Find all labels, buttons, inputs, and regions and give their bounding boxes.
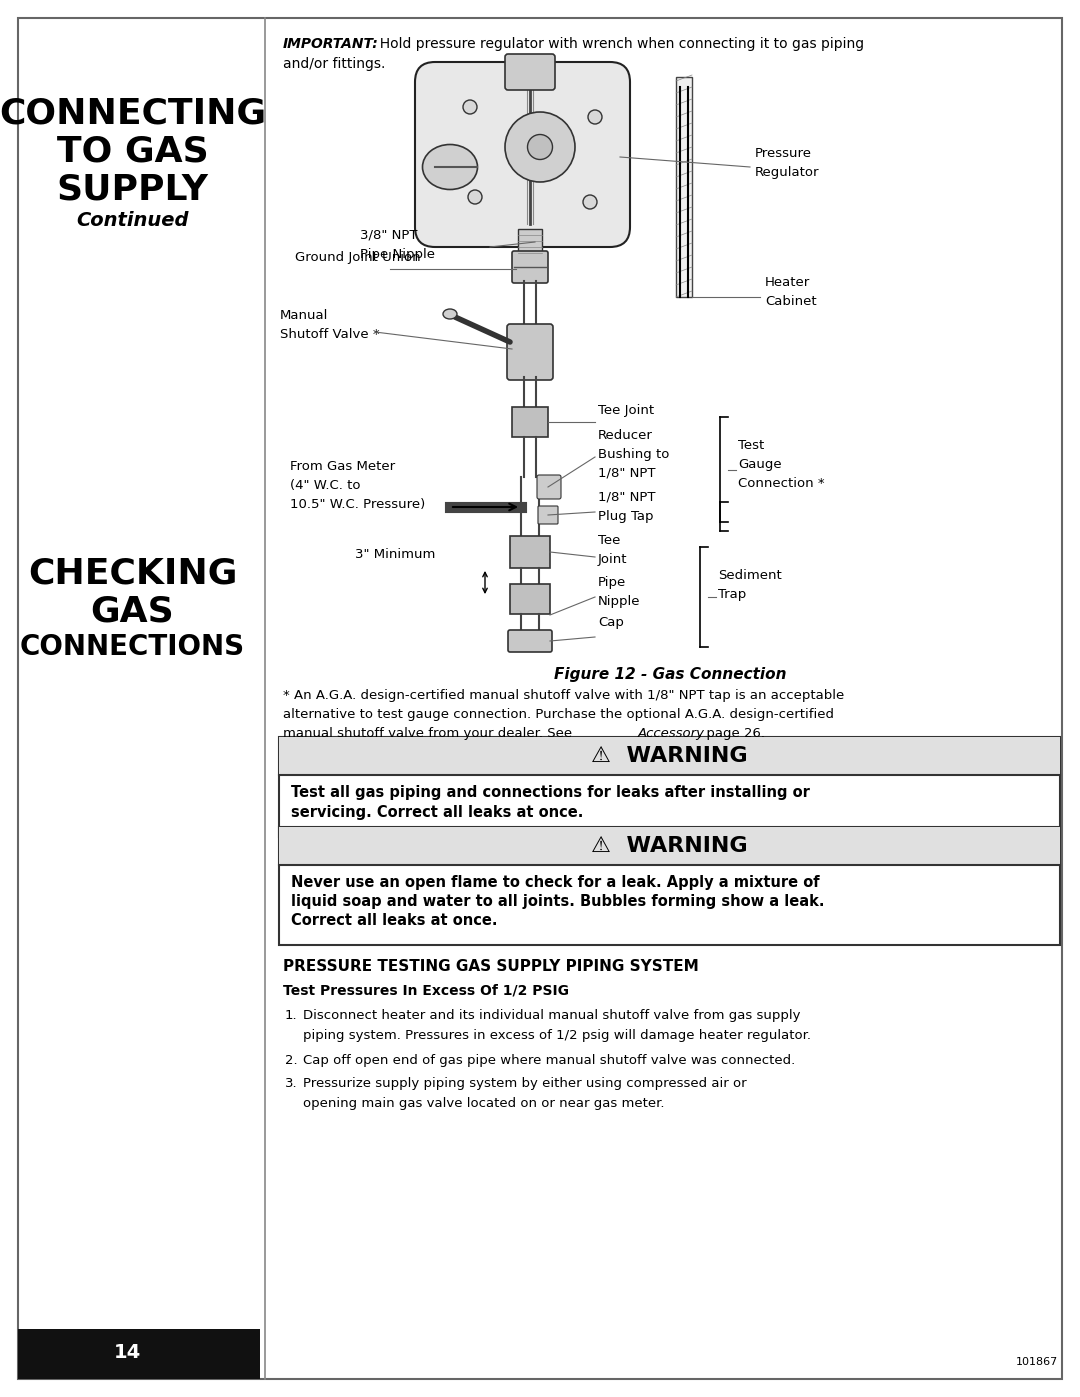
- Text: Cap: Cap: [598, 616, 624, 629]
- Text: Connection *: Connection *: [738, 476, 825, 490]
- Text: ⚠  WARNING: ⚠ WARNING: [591, 746, 747, 766]
- Text: Tee: Tee: [598, 534, 620, 548]
- Text: 14: 14: [113, 1344, 141, 1362]
- Text: manual shutoff valve from your dealer. See: manual shutoff valve from your dealer. S…: [283, 726, 577, 740]
- Text: Joint: Joint: [598, 553, 627, 566]
- Text: Never use an open flame to check for a leak. Apply a mixture of: Never use an open flame to check for a l…: [291, 875, 820, 890]
- Text: Plug Tap: Plug Tap: [598, 510, 653, 522]
- Bar: [18, 1329, 260, 1379]
- Text: 101867: 101867: [1016, 1356, 1058, 1368]
- Text: Hold pressure regulator with wrench when connecting it to gas piping: Hold pressure regulator with wrench when…: [372, 36, 864, 52]
- Text: Correct all leaks at once.: Correct all leaks at once.: [291, 914, 498, 928]
- Text: Heater: Heater: [765, 277, 810, 289]
- Text: liquid soap and water to all joints. Bubbles forming show a leak.: liquid soap and water to all joints. Bub…: [291, 894, 824, 909]
- FancyBboxPatch shape: [518, 229, 542, 257]
- FancyBboxPatch shape: [537, 475, 561, 499]
- FancyBboxPatch shape: [507, 324, 553, 380]
- Text: Shutoff Valve *: Shutoff Valve *: [280, 328, 380, 341]
- Text: Continued: Continued: [77, 211, 189, 231]
- Text: Bushing to: Bushing to: [598, 448, 670, 461]
- Text: 1.: 1.: [285, 1009, 298, 1023]
- FancyBboxPatch shape: [512, 251, 548, 284]
- Text: 3" Minimum: 3" Minimum: [355, 548, 435, 562]
- Text: 2.: 2.: [285, 1053, 298, 1067]
- Ellipse shape: [583, 196, 597, 210]
- Bar: [676, 77, 692, 298]
- Text: Trap: Trap: [718, 588, 746, 601]
- Text: Cap off open end of gas pipe where manual shutoff valve was connected.: Cap off open end of gas pipe where manua…: [303, 1053, 795, 1067]
- Text: Gauge: Gauge: [738, 458, 782, 471]
- Text: and/or fittings.: and/or fittings.: [283, 57, 386, 71]
- Bar: [279, 827, 1059, 944]
- Text: Manual: Manual: [280, 309, 328, 321]
- Bar: [512, 407, 548, 437]
- Ellipse shape: [463, 101, 477, 115]
- Bar: [279, 827, 1059, 865]
- Text: Cabinet: Cabinet: [765, 295, 816, 307]
- Text: piping system. Pressures in excess of 1/2 psig will damage heater regulator.: piping system. Pressures in excess of 1/…: [303, 1030, 811, 1042]
- Text: CONNECTING: CONNECTING: [0, 96, 266, 131]
- Text: Figure 12 - Gas Connection: Figure 12 - Gas Connection: [554, 666, 786, 682]
- Text: From Gas Meter: From Gas Meter: [291, 460, 395, 474]
- Ellipse shape: [468, 190, 482, 204]
- Text: Pressurize supply piping system by either using compressed air or: Pressurize supply piping system by eithe…: [303, 1077, 746, 1090]
- Ellipse shape: [443, 309, 457, 319]
- Text: Sediment: Sediment: [718, 569, 782, 583]
- Text: servicing. Correct all leaks at once.: servicing. Correct all leaks at once.: [291, 805, 583, 820]
- Text: Test all gas piping and connections for leaks after installing or: Test all gas piping and connections for …: [291, 785, 810, 800]
- Bar: [279, 738, 1059, 837]
- Text: IMPORTANT:: IMPORTANT:: [283, 36, 379, 52]
- Text: CONNECTIONS: CONNECTIONS: [19, 633, 245, 661]
- Bar: [279, 738, 1059, 775]
- Text: Pipe Nipple: Pipe Nipple: [360, 249, 435, 261]
- Text: Ground Joint Union: Ground Joint Union: [295, 251, 420, 264]
- Text: Nipple: Nipple: [598, 595, 640, 608]
- Text: 1/8" NPT: 1/8" NPT: [598, 490, 656, 504]
- Text: opening main gas valve located on or near gas meter.: opening main gas valve located on or nea…: [303, 1097, 664, 1111]
- Text: , page 26.: , page 26.: [698, 726, 765, 740]
- Ellipse shape: [527, 134, 553, 159]
- Text: 3.: 3.: [285, 1077, 298, 1090]
- FancyBboxPatch shape: [505, 54, 555, 89]
- Text: Pipe: Pipe: [598, 576, 626, 590]
- Ellipse shape: [422, 144, 477, 190]
- Text: Reducer: Reducer: [598, 429, 653, 441]
- Text: Pressure: Pressure: [755, 147, 812, 161]
- Ellipse shape: [588, 110, 602, 124]
- FancyBboxPatch shape: [508, 630, 552, 652]
- Text: Tee Joint: Tee Joint: [598, 404, 654, 416]
- Text: alternative to test gauge connection. Purchase the optional A.G.A. design-certif: alternative to test gauge connection. Pu…: [283, 708, 834, 721]
- Text: * An A.G.A. design-certified manual shutoff valve with 1/8" NPT tap is an accept: * An A.G.A. design-certified manual shut…: [283, 689, 845, 703]
- FancyBboxPatch shape: [415, 61, 630, 247]
- Text: CHECKING: CHECKING: [28, 557, 238, 591]
- Bar: [510, 536, 550, 569]
- FancyBboxPatch shape: [538, 506, 558, 524]
- Text: PRESSURE TESTING GAS SUPPLY PIPING SYSTEM: PRESSURE TESTING GAS SUPPLY PIPING SYSTE…: [283, 958, 699, 974]
- Text: Regulator: Regulator: [755, 166, 820, 179]
- Text: 10.5" W.C. Pressure): 10.5" W.C. Pressure): [291, 497, 426, 511]
- Bar: [510, 584, 550, 615]
- Text: Accessory: Accessory: [638, 726, 705, 740]
- Text: Test: Test: [738, 439, 765, 453]
- Text: GAS: GAS: [91, 595, 174, 629]
- Text: 1/8" NPT: 1/8" NPT: [598, 467, 656, 481]
- Text: Test Pressures In Excess Of 1/2 PSIG: Test Pressures In Excess Of 1/2 PSIG: [283, 983, 569, 997]
- Text: TO GAS: TO GAS: [56, 136, 208, 169]
- Text: 3/8" NPT: 3/8" NPT: [360, 229, 418, 242]
- Text: SUPPLY: SUPPLY: [56, 173, 208, 207]
- Text: Disconnect heater and its individual manual shutoff valve from gas supply: Disconnect heater and its individual man…: [303, 1009, 800, 1023]
- Text: (4" W.C. to: (4" W.C. to: [291, 479, 361, 492]
- Text: ⚠  WARNING: ⚠ WARNING: [591, 835, 747, 856]
- Ellipse shape: [505, 112, 575, 182]
